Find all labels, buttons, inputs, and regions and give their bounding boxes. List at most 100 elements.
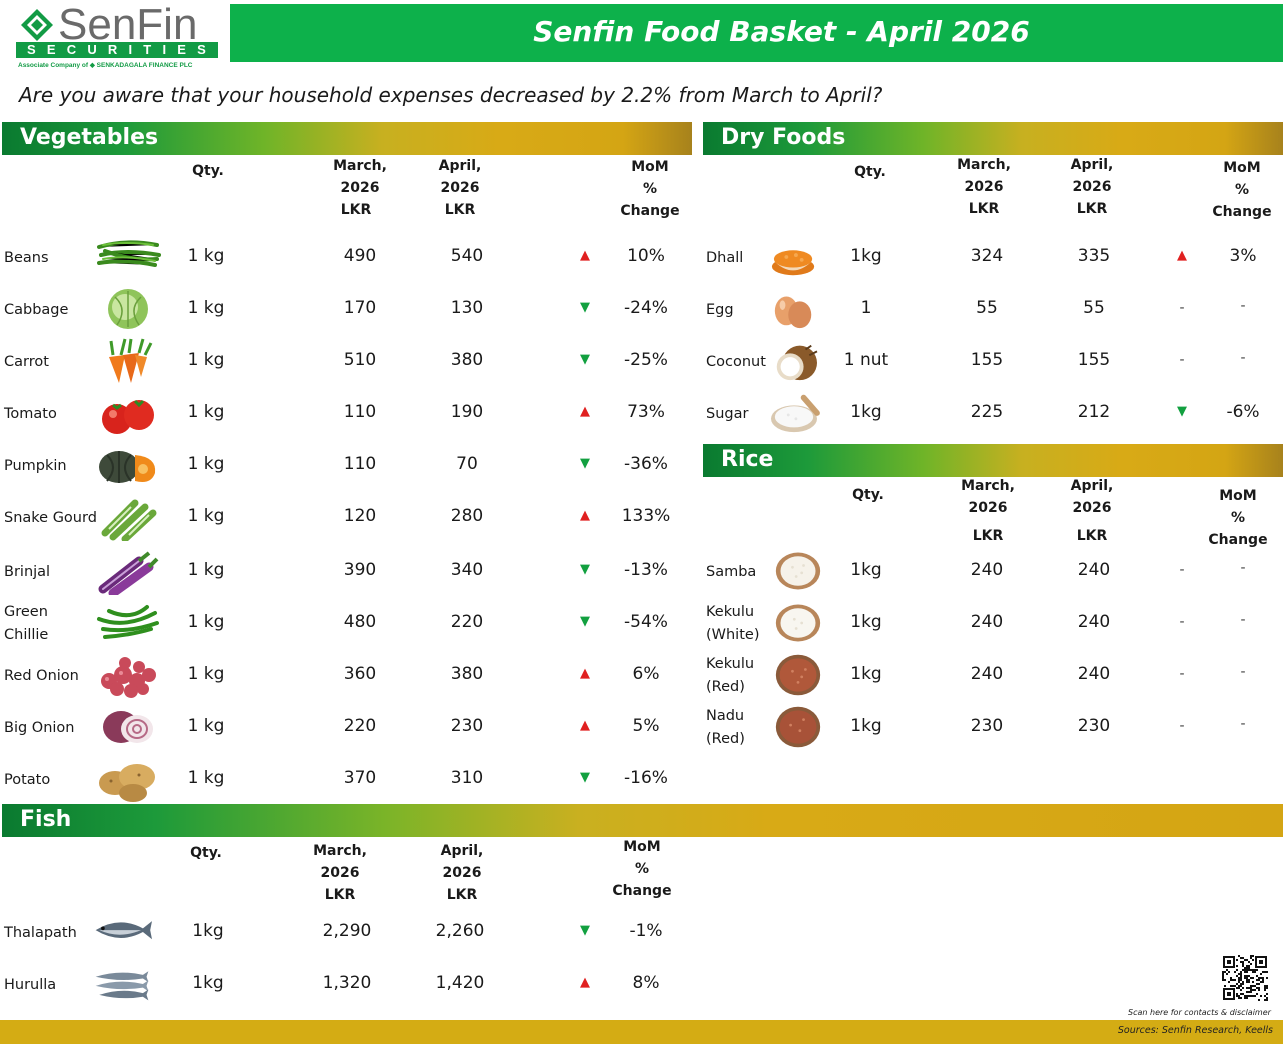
dry-april-price: 55 bbox=[1083, 298, 1105, 318]
rice-mom-change: - bbox=[1240, 560, 1246, 576]
veg-april-price: 380 bbox=[450, 664, 484, 684]
hurulla-image bbox=[95, 971, 149, 1001]
pumpkin-image bbox=[99, 451, 156, 483]
veg-april-price: 540 bbox=[450, 246, 484, 266]
dry-mom-change: - bbox=[1240, 298, 1246, 314]
veg-march-price: 120 bbox=[343, 506, 377, 526]
veg-qty: 1 kg bbox=[187, 350, 225, 370]
veg-name: Potato bbox=[4, 772, 51, 788]
dry-name: Dhall bbox=[706, 250, 744, 266]
kekulu-white-image bbox=[775, 604, 821, 642]
rice-section-header: Rice bbox=[703, 444, 1283, 477]
fish-name: Hurulla bbox=[4, 977, 57, 993]
veg-name: Brinjal bbox=[4, 564, 51, 580]
veg-name: Green Chillie bbox=[4, 604, 49, 643]
veg-mom-change: -54% bbox=[624, 612, 668, 632]
veg-down-arrow-icon: ▼ bbox=[580, 562, 590, 577]
fish-march-price: 2,290 bbox=[322, 921, 372, 941]
qr-caption: Scan here for contacts & disclaimer bbox=[1128, 1008, 1271, 1017]
veg-april-price: 380 bbox=[450, 350, 484, 370]
rice-no-change-dash: - bbox=[1179, 718, 1185, 734]
veg-april-price: 130 bbox=[450, 298, 484, 318]
veg-march-price: 220 bbox=[343, 716, 377, 736]
dry-mom-change: -6% bbox=[1226, 402, 1260, 422]
fish-up-arrow-icon: ▲ bbox=[580, 975, 590, 990]
veg-name: Pumpkin bbox=[4, 458, 67, 474]
fish-march-price: 1,320 bbox=[322, 973, 372, 993]
rice-qty: 1kg bbox=[850, 560, 882, 580]
rice-name: Samba bbox=[706, 564, 757, 580]
fish-mom-header: MoM% Change bbox=[612, 839, 672, 899]
dry-foods-title: Dry Foods bbox=[721, 125, 846, 150]
veg-april-price: 190 bbox=[450, 402, 484, 422]
veg-down-arrow-icon: ▼ bbox=[580, 352, 590, 367]
dry-no-change-dash: - bbox=[1179, 300, 1185, 316]
rice-qty: 1kg bbox=[850, 664, 882, 684]
rice-qty: 1kg bbox=[850, 716, 882, 736]
veg-down-arrow-icon: ▼ bbox=[580, 300, 590, 315]
veg-qty: 1 kg bbox=[187, 506, 225, 526]
veg-mom-change: 10% bbox=[627, 246, 665, 266]
fish-name: Thalapath bbox=[4, 925, 77, 941]
snake-gourd-image bbox=[101, 499, 157, 541]
vegetables-title: Vegetables bbox=[20, 125, 159, 150]
veg-april-price: 70 bbox=[456, 454, 478, 474]
veg-march-price: 110 bbox=[343, 454, 377, 474]
veg-qty: 1 kg bbox=[187, 560, 225, 580]
rice-name: Kekulu (White) bbox=[706, 604, 760, 643]
veg-name: Carrot bbox=[4, 354, 49, 370]
veg-up-arrow-icon: ▲ bbox=[580, 248, 590, 263]
tomato-image bbox=[102, 399, 154, 434]
green-chillie-image bbox=[97, 605, 159, 639]
veg-mom-change: 5% bbox=[632, 716, 660, 736]
veg-mom-change: -13% bbox=[624, 560, 668, 580]
samba-rice-image bbox=[775, 552, 821, 590]
rice-april-price: 230 bbox=[1077, 716, 1111, 736]
dry-qty: 1 bbox=[860, 298, 872, 318]
dry-down-arrow-icon: ▼ bbox=[1177, 404, 1187, 419]
qr-code-icon bbox=[1222, 955, 1268, 1001]
dry-april-price: 335 bbox=[1077, 246, 1111, 266]
potato-image bbox=[99, 764, 155, 802]
dry-april-price: 155 bbox=[1077, 350, 1111, 370]
dry-qty: 1kg bbox=[850, 246, 882, 266]
veg-mom-change: -24% bbox=[624, 298, 668, 318]
veg-qty: 1 kg bbox=[187, 768, 225, 788]
dry-qty-header: Qty. bbox=[854, 164, 886, 180]
rice-april-price: 240 bbox=[1077, 612, 1111, 632]
veg-march-header: March, 2026 LKR bbox=[333, 158, 387, 218]
logo-securities: SECURITIES bbox=[16, 42, 218, 58]
veg-qty: 1 kg bbox=[187, 612, 225, 632]
rice-march-price: 240 bbox=[970, 612, 1004, 632]
dry-name: Egg bbox=[706, 302, 734, 318]
veg-qty: 1 kg bbox=[187, 716, 225, 736]
fish-qty: 1kg bbox=[192, 973, 224, 993]
veg-qty: 1 kg bbox=[187, 402, 225, 422]
page-title: Senfin Food Basket - April 2026 bbox=[533, 15, 1030, 48]
veg-march-price: 110 bbox=[343, 402, 377, 422]
rice-april-price: 240 bbox=[1077, 560, 1111, 580]
rice-qty: 1kg bbox=[850, 612, 882, 632]
veg-april-price: 310 bbox=[450, 768, 484, 788]
fish-section-header: Fish bbox=[2, 804, 1283, 837]
fish-march-header: March, 2026 LKR bbox=[313, 843, 367, 903]
cabbage-image bbox=[108, 289, 148, 329]
veg-mom-change: -16% bbox=[624, 768, 668, 788]
rice-mom-change: - bbox=[1240, 612, 1246, 628]
fish-qty-header: Qty. bbox=[190, 845, 222, 861]
veg-march-price: 370 bbox=[343, 768, 377, 788]
veg-mom-change: 73% bbox=[627, 402, 665, 422]
fish-april-header: April, 2026 LKR bbox=[440, 843, 484, 903]
dry-no-change-dash: - bbox=[1179, 352, 1185, 368]
veg-mom-change: 133% bbox=[621, 506, 671, 526]
veg-down-arrow-icon: ▼ bbox=[580, 770, 590, 785]
veg-april-price: 340 bbox=[450, 560, 484, 580]
rice-mom-header: MoM% Change bbox=[1208, 488, 1268, 548]
veg-march-price: 170 bbox=[343, 298, 377, 318]
fish-april-price: 1,420 bbox=[435, 973, 485, 993]
veg-up-arrow-icon: ▲ bbox=[580, 508, 590, 523]
dry-up-arrow-icon: ▲ bbox=[1177, 248, 1187, 263]
kekulu-red-image bbox=[775, 654, 821, 696]
veg-mom-header: MoM% Change bbox=[620, 159, 680, 219]
rice-qty-header: Qty. bbox=[852, 487, 884, 503]
